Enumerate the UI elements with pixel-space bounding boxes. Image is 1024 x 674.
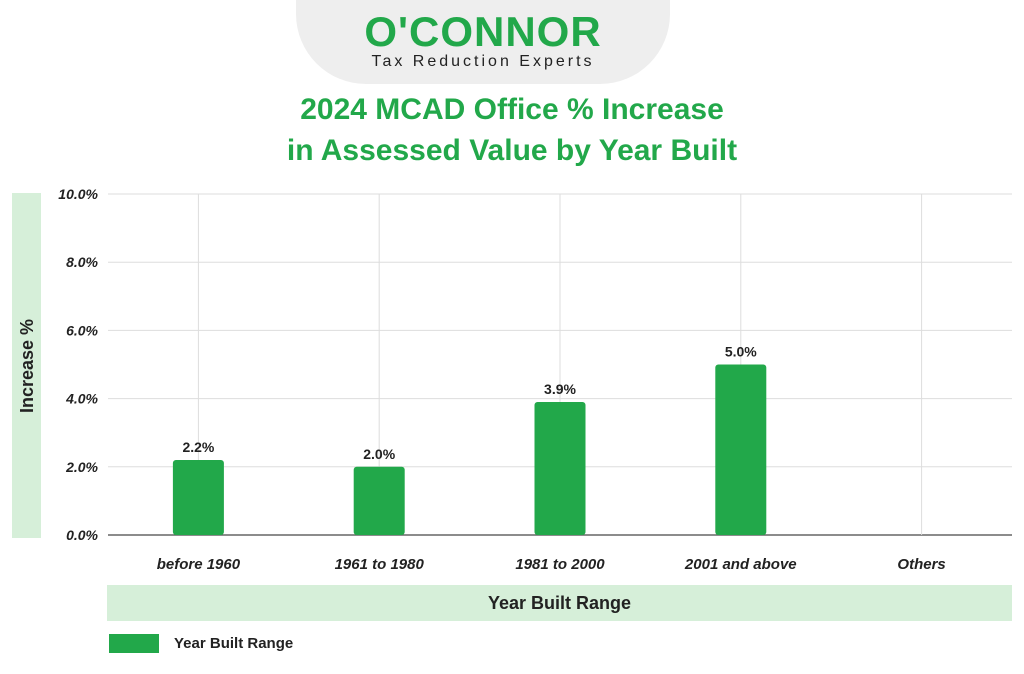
y-tick-label: 2.0% (65, 459, 98, 475)
bar (534, 402, 586, 535)
y-tick-label: 6.0% (66, 322, 98, 338)
data-label: 5.0% (725, 344, 757, 360)
chart-title-line1: 2024 MCAD Office % Increase (300, 93, 724, 126)
x-axis-label: Year Built Range (487, 593, 632, 613)
x-axis-label-band (107, 585, 1012, 621)
bar (353, 466, 405, 535)
logo-banner (296, 0, 670, 84)
data-label: 3.9% (544, 381, 576, 397)
chart-title-line2: in Assessed Value by Year Built (286, 134, 738, 167)
x-tick-label: 2001 and above (684, 556, 797, 573)
legend-swatch (109, 634, 159, 653)
x-tick-label: 1961 to 1980 (335, 556, 425, 573)
legend-label: Year Built Range (174, 635, 294, 652)
company-logo: O'CONNOR (364, 8, 602, 55)
x-tick-label: 1981 to 2000 (515, 556, 605, 573)
data-label: 2.2% (182, 439, 214, 455)
company-tagline: Tax Reduction Experts (371, 53, 595, 70)
y-tick-label: 10.0% (58, 186, 98, 202)
x-tick-label: Others (897, 556, 945, 573)
y-axis-label-band (12, 193, 41, 538)
x-tick-label: before 1960 (157, 556, 241, 573)
bar (715, 364, 767, 535)
bar (172, 459, 224, 535)
data-label: 2.0% (363, 446, 395, 462)
y-tick-label: 4.0% (65, 391, 98, 407)
y-tick-label: 0.0% (66, 527, 98, 543)
y-tick-label: 8.0% (66, 254, 98, 270)
